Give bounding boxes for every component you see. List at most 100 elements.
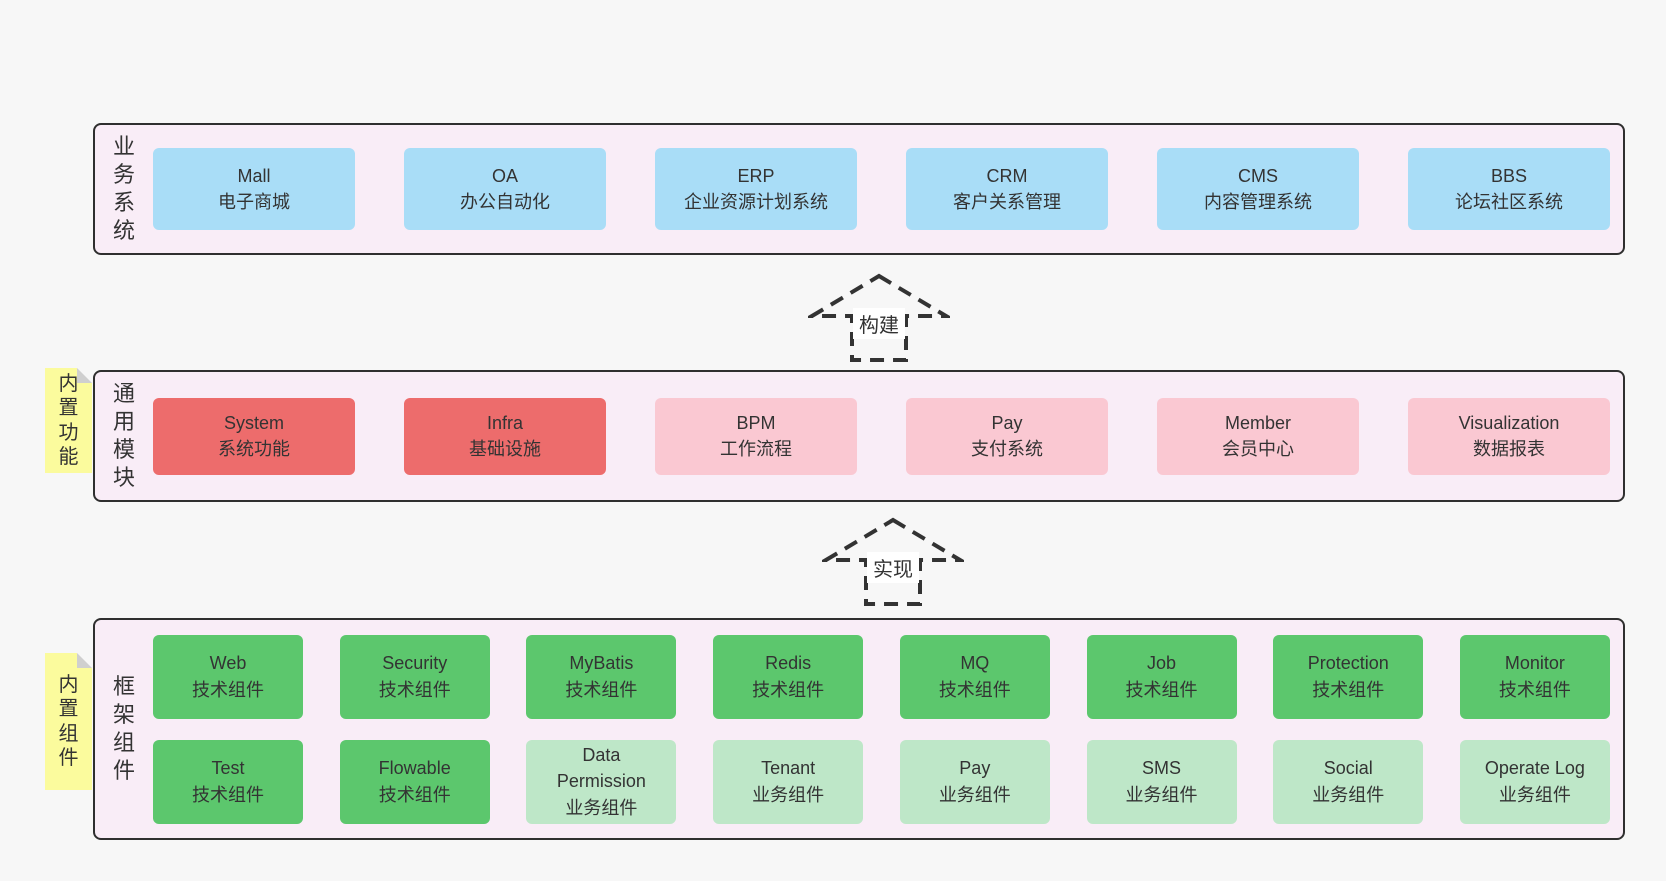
component-box-data-permission: Data Permission 业务组件: [526, 739, 677, 824]
box-title: Infra: [486, 412, 524, 433]
box-subtitle: 业务组件: [565, 797, 638, 818]
component-box-social: Social 业务组件: [1273, 739, 1424, 824]
component-box-tenant: Tenant 业务组件: [713, 739, 864, 824]
box-title: Job: [1147, 653, 1177, 674]
layer-label-text: 通用模块: [112, 380, 135, 491]
component-box-mybatis: MyBatis 技术组件: [526, 634, 677, 719]
box-subtitle: 论坛社区系统: [1455, 192, 1563, 212]
layer-label-modules: 通用模块: [95, 372, 153, 500]
box-title: SMS: [1142, 758, 1182, 779]
box-title: Pay: [959, 758, 991, 779]
system-box-mall: Mall 电子商城: [153, 148, 355, 230]
box-subtitle: 基础设施: [469, 439, 541, 459]
box-title: ERP: [737, 165, 775, 186]
component-box-security: Security 技术组件: [339, 634, 490, 719]
box-subtitle: 客户关系管理: [953, 192, 1061, 212]
implement-arrow-label: 实现: [867, 552, 919, 583]
system-box-bbs: BBS 论坛社区系统: [1408, 148, 1610, 230]
box-title: Protection: [1307, 653, 1389, 674]
box-title: BBS: [1490, 165, 1528, 186]
common-modules-layer: 通用模块 System 系统功能 Infra 基础设施 BPM 工作流程 Pay…: [93, 370, 1625, 502]
component-box-redis: Redis 技术组件: [713, 634, 864, 719]
box-title: Mall: [237, 165, 271, 186]
up-arrow-icon: [822, 517, 964, 606]
component-box-protection: Protection 技术组件: [1273, 634, 1424, 719]
layer-label-text: 业务系统: [112, 133, 135, 244]
box-subtitle: 业务组件: [1125, 784, 1198, 805]
box-title: Pay: [991, 412, 1023, 433]
component-box-mq: MQ 技术组件: [899, 634, 1050, 719]
box-title: Security: [382, 653, 448, 674]
box-subtitle: 办公自动化: [460, 192, 550, 212]
box-title: Member: [1224, 412, 1291, 433]
sticky-note-builtin-components: 内置组件: [45, 653, 92, 790]
module-box-infra: Infra 基础设施: [404, 397, 606, 475]
box-subtitle: 数据报表: [1473, 439, 1545, 459]
box-subtitle: 工作流程: [720, 439, 792, 459]
box-title: MyBatis: [569, 653, 634, 674]
module-box-system: System 系统功能: [153, 397, 355, 475]
system-box-crm: CRM 客户关系管理: [906, 148, 1108, 230]
box-title: Monitor: [1504, 653, 1565, 674]
module-box-visualization: Visualization 数据报表: [1408, 397, 1610, 475]
layer-label-text: 框架组件: [112, 673, 135, 784]
component-box-operate-log: Operate Log 业务组件: [1459, 739, 1610, 824]
module-box-bpm: BPM 工作流程: [655, 397, 857, 475]
implement-arrow: 实现: [822, 516, 964, 608]
box-title: Operate Log: [1484, 758, 1585, 779]
box-title: Visualization: [1458, 412, 1560, 433]
box-subtitle: 系统功能: [218, 439, 290, 459]
box-subtitle: 业务组件: [1312, 784, 1385, 805]
box-title: Social: [1323, 758, 1373, 779]
box-title: System: [223, 412, 284, 433]
framework-components-layer: 框架组件 Web 技术组件 Security 技术组件 MyBatis 技术组件…: [93, 618, 1625, 840]
box-subtitle: 业务组件: [938, 784, 1011, 805]
box-subtitle: 技术组件: [938, 679, 1011, 700]
box-subtitle: 支付系统: [971, 439, 1043, 459]
build-arrow-label: 构建: [853, 308, 905, 339]
system-box-cms: CMS 内容管理系统: [1157, 148, 1359, 230]
sticky-note-text: 内置组件: [58, 673, 79, 769]
component-boxes-grid: Web 技术组件 Security 技术组件 MyBatis 技术组件 Redi…: [153, 620, 1610, 838]
layer-label-business: 业务系统: [95, 125, 153, 253]
box-subtitle: 技术组件: [752, 679, 825, 700]
box-title: CMS: [1238, 165, 1278, 186]
box-subtitle: 业务组件: [1498, 784, 1571, 805]
box-title: Redis: [765, 653, 812, 674]
layer-label-components: 框架组件: [95, 620, 153, 838]
component-box-pay: Pay 业务组件: [899, 739, 1050, 824]
box-title: OA: [491, 165, 518, 186]
box-subtitle: 技术组件: [192, 784, 264, 805]
box-title: CRM: [986, 165, 1028, 186]
box-subtitle: 技术组件: [1498, 679, 1571, 700]
component-box-test: Test 技术组件: [153, 739, 303, 824]
box-subtitle: 技术组件: [378, 784, 451, 805]
box-title: MQ: [960, 653, 990, 674]
box-title: Tenant: [761, 758, 816, 779]
box-subtitle: 技术组件: [1312, 679, 1385, 700]
module-boxes-row: System 系统功能 Infra 基础设施 BPM 工作流程 Pay 支付系统…: [153, 372, 1610, 500]
box-subtitle: 技术组件: [192, 679, 264, 700]
box-title: Web: [209, 653, 247, 674]
component-box-monitor: Monitor 技术组件: [1459, 634, 1610, 719]
system-box-oa: OA 办公自动化: [404, 148, 606, 230]
box-subtitle: 技术组件: [565, 679, 638, 700]
box-subtitle: 业务组件: [752, 784, 825, 805]
box-title: BPM: [736, 412, 776, 433]
box-title: Data Permission: [556, 745, 646, 792]
box-title: Flowable: [378, 758, 451, 779]
box-subtitle: 企业资源计划系统: [684, 192, 828, 212]
system-box-erp: ERP 企业资源计划系统: [655, 148, 857, 230]
component-box-web: Web 技术组件: [153, 634, 303, 719]
business-boxes-row: Mall 电子商城 OA 办公自动化 ERP 企业资源计划系统 CRM 客户关系…: [153, 125, 1610, 253]
box-subtitle: 技术组件: [1125, 679, 1198, 700]
box-subtitle: 技术组件: [378, 679, 451, 700]
box-title: Test: [211, 758, 245, 779]
module-box-member: Member 会员中心: [1157, 397, 1359, 475]
component-box-sms: SMS 业务组件: [1086, 739, 1237, 824]
sticky-note-text: 内置功能: [58, 372, 79, 468]
build-arrow: 构建: [808, 272, 950, 364]
module-box-pay: Pay 支付系统: [906, 397, 1108, 475]
up-arrow-icon: [808, 273, 950, 362]
